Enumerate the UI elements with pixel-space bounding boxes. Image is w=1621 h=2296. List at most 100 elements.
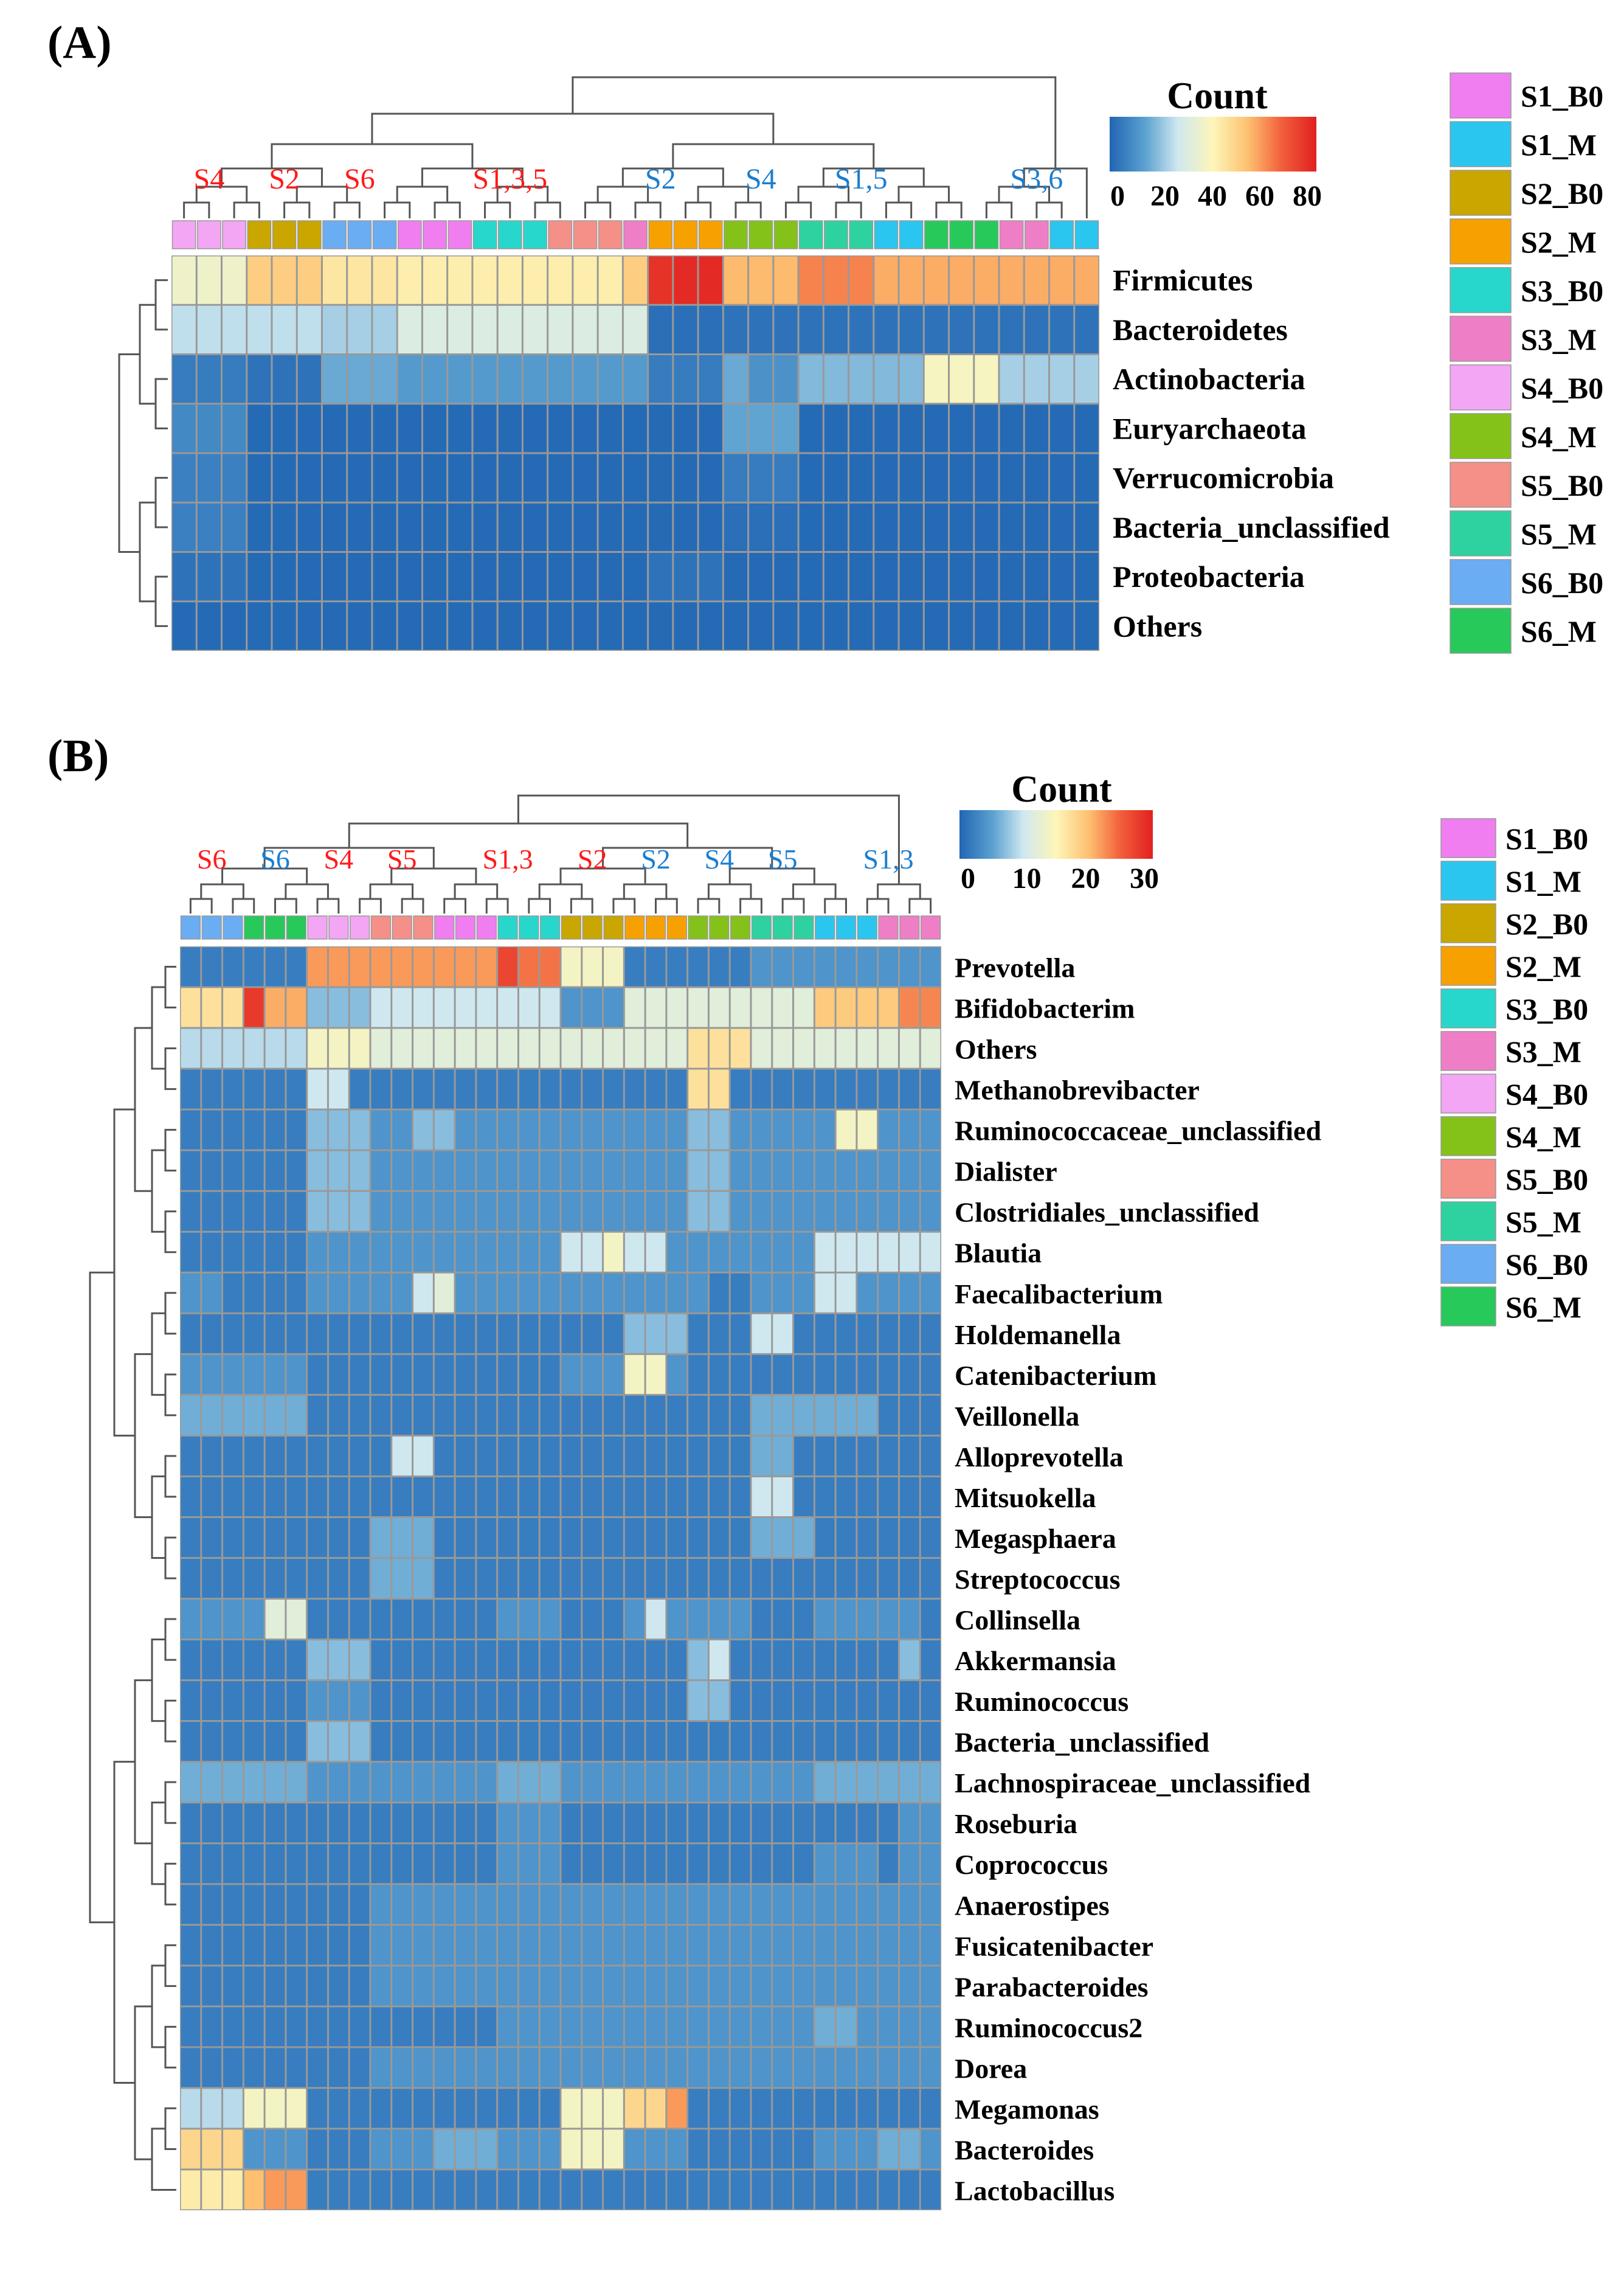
dendrogram-branch (384, 201, 411, 218)
heatmap-cell (794, 1722, 814, 1761)
dendrogram-branch (866, 898, 890, 914)
heatmap-cell (624, 1395, 645, 1435)
heatmap-cell (646, 2129, 666, 2169)
heatmap-cell (328, 1517, 348, 1557)
row-label-megamonas: Megamonas (955, 2093, 1099, 2124)
heatmap-cell (950, 553, 973, 601)
heatmap-cell (561, 1966, 581, 2006)
heatmap-cell (1025, 503, 1049, 551)
heatmap-cell (573, 602, 597, 650)
heatmap-cell (392, 1477, 412, 1516)
heatmap-cell (477, 1354, 497, 1394)
heatmap-cell (448, 404, 472, 453)
heatmap-cell (498, 2089, 517, 2128)
heatmap-cell (371, 1110, 391, 1150)
heatmap-cell (623, 404, 648, 453)
heatmap-cell (709, 1803, 729, 1843)
heatmap-cell (709, 1069, 729, 1109)
heatmap-cell (794, 1517, 814, 1557)
heatmap-cell (350, 1028, 370, 1068)
heatmap-cell (879, 1803, 898, 1843)
heatmap-cell (730, 1028, 750, 1068)
cluster-label: S1,3,5 (472, 163, 547, 195)
heatmap-cell (646, 2048, 666, 2087)
heatmap-cell (348, 553, 372, 601)
heatmap-cell (857, 1436, 877, 1476)
heatmap-cell (519, 1395, 539, 1435)
heatmap-cell (1050, 355, 1074, 403)
heatmap-cell (899, 947, 919, 987)
heatmap-cell (286, 1803, 306, 1843)
annotation-cell (857, 915, 877, 940)
heatmap-cell (286, 1354, 306, 1394)
heatmap-cell (582, 2007, 603, 2047)
dendrogram-branch (164, 1373, 176, 1417)
heatmap-cell (624, 1069, 645, 1109)
heatmap-cell (730, 2170, 750, 2210)
colorbar-tick-label: 80 (1293, 180, 1322, 212)
heatmap-cell (413, 1151, 433, 1190)
heatmap-cell (623, 602, 648, 650)
heatmap-cell (674, 256, 697, 304)
heatmap-cell (604, 1926, 623, 1965)
heatmap-cell (434, 988, 454, 1027)
heatmap-cell (519, 1232, 539, 1272)
dendrogram-branch (528, 898, 551, 914)
heatmap-cell (373, 305, 396, 353)
heatmap-cell (540, 1151, 560, 1190)
heatmap-cell (667, 1191, 687, 1231)
heatmap-cell (181, 1069, 201, 1109)
sample-key-swatch-s5-b0 (1450, 462, 1512, 508)
heatmap-cell (879, 1028, 898, 1068)
annotation-cell (920, 915, 941, 940)
heatmap-cell (688, 1069, 708, 1109)
cluster-label: S6 (197, 844, 227, 875)
heatmap-cell (815, 1803, 835, 1843)
dendrogram-branch (369, 883, 414, 899)
heatmap-cell (498, 2007, 517, 2047)
heatmap-cell (540, 1110, 560, 1150)
heatmap-cell (950, 256, 973, 304)
heatmap-cell (523, 602, 547, 650)
heatmap-cell (392, 1354, 412, 1394)
heatmap-cell (879, 1273, 898, 1313)
heatmap-cell (899, 1966, 919, 2006)
dendrogram-branch (164, 1699, 176, 1743)
heatmap-cell (667, 1477, 687, 1516)
heatmap-cell (434, 1028, 454, 1068)
heatmap-cell (434, 1763, 454, 1802)
heatmap-cell (223, 1191, 243, 1231)
heatmap-cell (899, 1232, 919, 1272)
heatmap-cell (265, 1640, 285, 1680)
heatmap-cell (548, 305, 572, 353)
heatmap-cell (322, 553, 347, 601)
heatmap-cell (688, 1151, 708, 1190)
heatmap-cell (1025, 454, 1049, 502)
heatmap-cell (350, 1395, 370, 1435)
heatmap-cell (824, 454, 848, 502)
heatmap-cell (899, 1558, 919, 1598)
heatmap-cell (857, 1722, 877, 1761)
heatmap-cell (434, 1966, 454, 2006)
heatmap-cell (899, 1028, 919, 1068)
heatmap-cell (752, 1436, 772, 1476)
heatmap-cell (223, 1069, 243, 1109)
row-label-akkermansia: Akkermansia (955, 1645, 1116, 1676)
heatmap-cell (398, 256, 421, 304)
heatmap-cell (434, 1314, 454, 1353)
heatmap-cell (646, 1885, 666, 1924)
heatmap-cell (646, 2007, 666, 2047)
heatmap-cell (604, 1028, 623, 1068)
heatmap-cell (247, 553, 271, 601)
heatmap-cell (646, 1966, 666, 2006)
heatmap-cell (392, 1763, 412, 1802)
dendrogram-branch (885, 201, 913, 218)
dendrogram-branch (534, 201, 561, 218)
sample-key-label-s4-m: S4_M (1521, 420, 1597, 454)
dendrogram-branch (154, 378, 168, 429)
heatmap-cell (836, 1722, 856, 1761)
heatmap-cell (202, 1885, 222, 1924)
dendrogram-branch (134, 1679, 152, 1845)
heatmap-cell (413, 1722, 433, 1761)
heatmap-cell (202, 2007, 222, 2047)
